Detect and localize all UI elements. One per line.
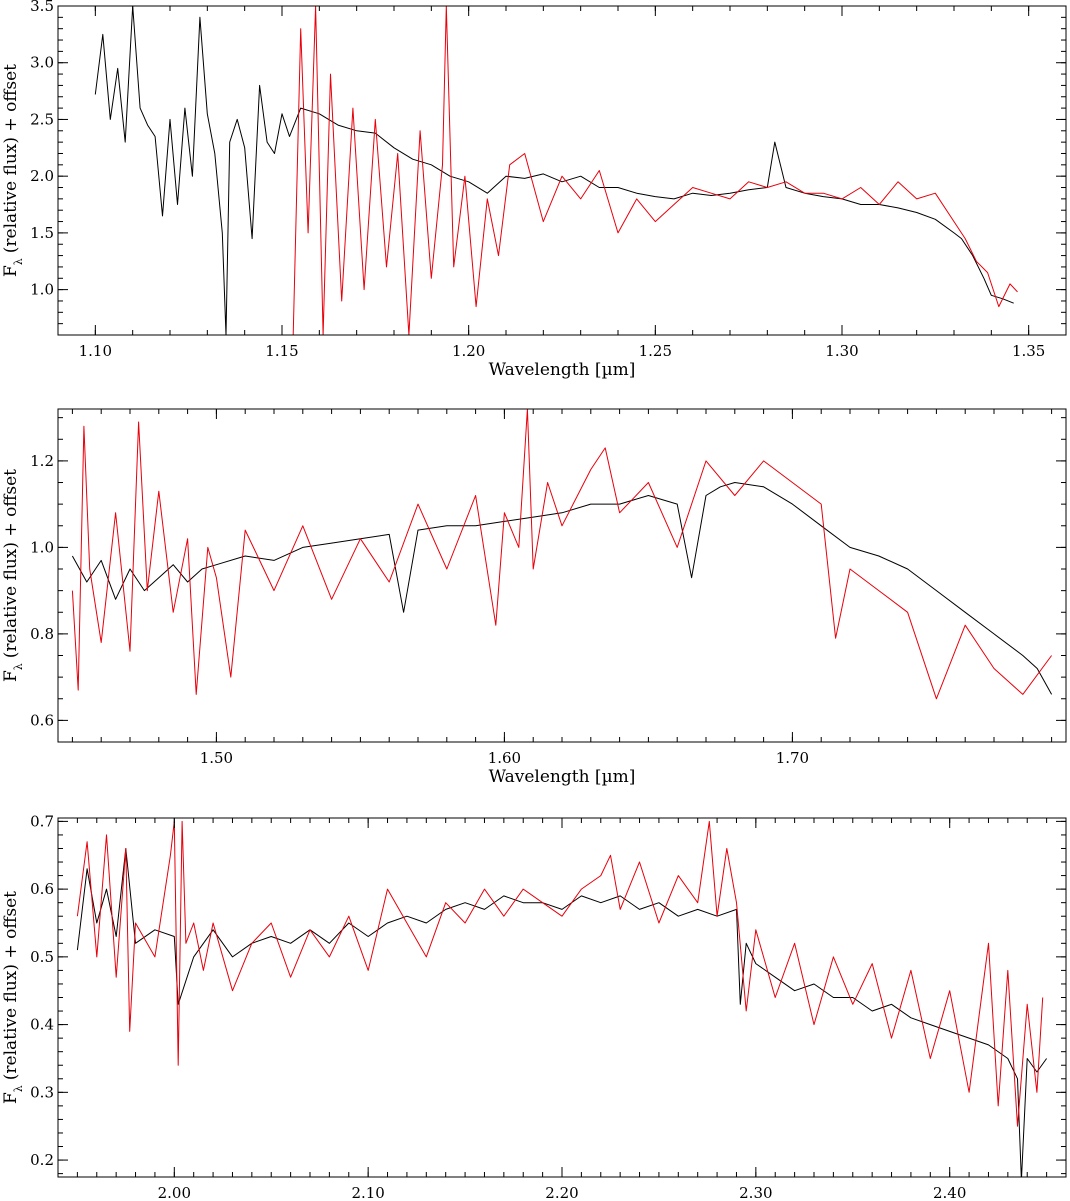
x-tick-label: 1.30 bbox=[825, 342, 858, 360]
plot-frame bbox=[57, 817, 1067, 1178]
x-tick-label: 2.00 bbox=[158, 1184, 191, 1201]
red-spectrum-line bbox=[76, 820, 1044, 1127]
black-spectrum-line bbox=[76, 848, 1048, 1177]
y-tick-label: 0.7 bbox=[30, 812, 54, 830]
plot-frame bbox=[57, 5, 1067, 336]
y-tick-label: 1.0 bbox=[30, 281, 54, 299]
y-tick-label: 2.0 bbox=[30, 167, 54, 185]
red-spectrum-line bbox=[292, 6, 1018, 335]
y-axis-title-main: F bbox=[1, 265, 21, 277]
black-spectrum-line bbox=[71, 482, 1053, 695]
spectrum-panel-2: 1.50 1.60 1.70 0.6 0.8 1.0 1.2 Wavelength [µm] F… bbox=[1, 408, 1067, 787]
spectrum-panel-1: 1.10 1.15 1.20 1.25 1.30 1.35 1.0 1.5 2.0 2.5 3.0 3… bbox=[1, 0, 1067, 380]
y-axis-title-main: F bbox=[1, 670, 21, 682]
black-spectrum-line bbox=[94, 6, 1014, 335]
y-axis-title-rest: (relative flux) + offset bbox=[1, 64, 21, 253]
y-axis-title-subscript: λ bbox=[12, 663, 25, 670]
x-tick-label: 2.10 bbox=[351, 1184, 384, 1201]
y-tick-label: 2.5 bbox=[30, 110, 54, 128]
x-tick-label: 1.70 bbox=[776, 749, 809, 767]
y-tick-label: 3.5 bbox=[30, 0, 54, 15]
x-axis-title: Wavelength [µm] bbox=[489, 767, 636, 787]
y-tick-label: 0.2 bbox=[30, 1151, 54, 1169]
x-tick-label: 1.50 bbox=[200, 749, 233, 767]
y-axis-title-subscript: λ bbox=[12, 1085, 25, 1092]
x-tick-label: 2.40 bbox=[933, 1184, 966, 1201]
y-axis-title: Fλ (relative flux) + offset bbox=[1, 469, 25, 682]
y-tick-label: 0.6 bbox=[30, 880, 54, 898]
red-spectrum-line bbox=[71, 409, 1053, 700]
y-axis-title: Fλ (relative flux) + offset bbox=[1, 891, 25, 1104]
y-tick-label: 3.0 bbox=[30, 54, 54, 72]
x-tick-label: 1.25 bbox=[639, 342, 672, 360]
y-tick-label: 0.5 bbox=[30, 948, 54, 966]
x-tick-label: 1.35 bbox=[1012, 342, 1045, 360]
x-tick-label: 1.15 bbox=[265, 342, 298, 360]
plot-frame bbox=[57, 408, 1067, 743]
x-axis-title: Wavelength [µm] bbox=[489, 360, 636, 380]
y-tick-label: 0.8 bbox=[30, 625, 54, 643]
y-tick-label: 0.4 bbox=[30, 1016, 54, 1034]
x-tick-label: 1.10 bbox=[79, 342, 112, 360]
y-axis-title: Fλ (relative flux) + offset bbox=[1, 64, 25, 277]
y-axis-title-rest: (relative flux) + offset bbox=[1, 891, 21, 1080]
spectrum-panel-3: 2.002.102.202.302.400.20.30.40.50.60.7Wa… bbox=[1, 812, 1067, 1201]
y-axis-title-subscript: λ bbox=[12, 258, 25, 265]
y-tick-label: 0.3 bbox=[30, 1083, 54, 1101]
x-tick-label: 1.20 bbox=[452, 342, 485, 360]
x-tick-label: 1.60 bbox=[488, 749, 521, 767]
y-tick-label: 1.0 bbox=[30, 538, 54, 556]
y-axis-title-main: F bbox=[1, 1092, 21, 1104]
y-tick-label: 1.2 bbox=[30, 452, 54, 470]
y-axis-title-rest: (relative flux) + offset bbox=[1, 469, 21, 658]
y-tick-label: 1.5 bbox=[30, 224, 54, 242]
x-tick-label: 2.30 bbox=[739, 1184, 772, 1201]
x-tick-label: 2.20 bbox=[545, 1184, 578, 1201]
y-tick-label: 0.6 bbox=[30, 711, 54, 729]
